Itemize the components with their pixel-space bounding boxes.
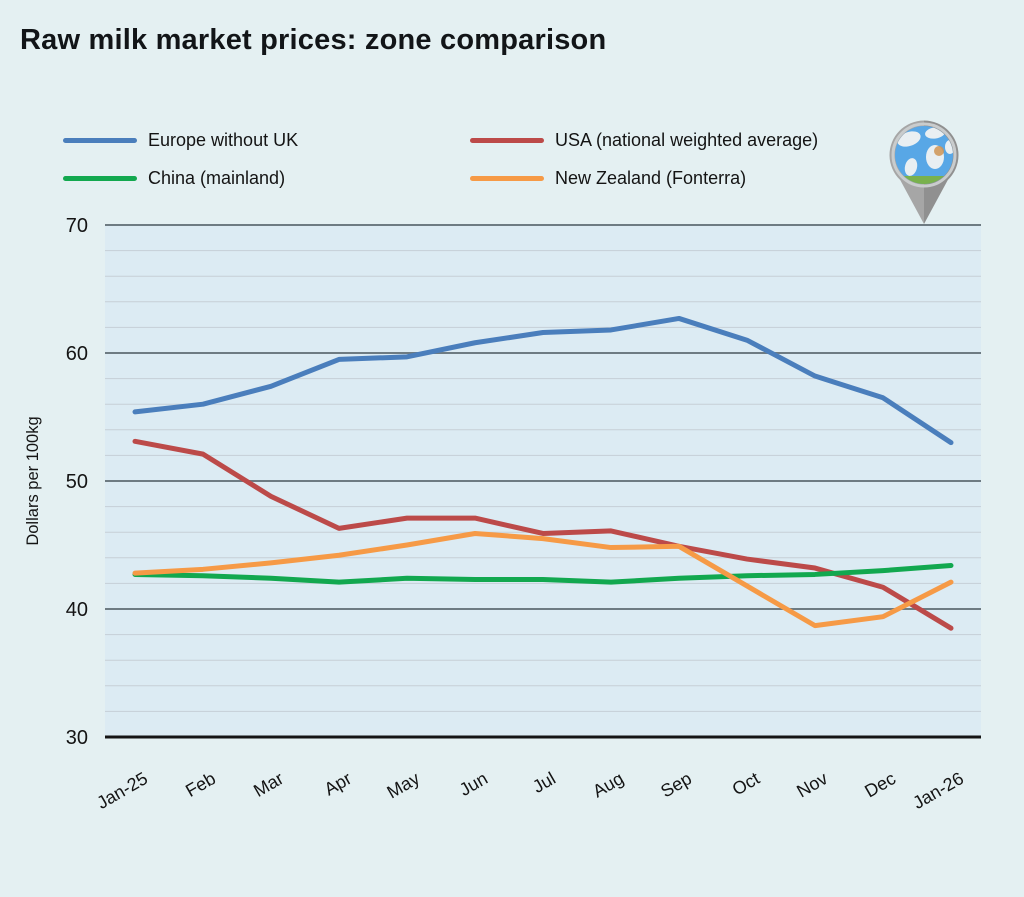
- legend-swatch-europe: [63, 137, 137, 143]
- legend-swatch-usa: [470, 137, 544, 143]
- legend-swatch-new-zealand: [470, 175, 544, 181]
- legend-label-europe: Europe without UK: [148, 129, 299, 150]
- globe-pin-icon: [889, 120, 959, 224]
- x-tick-label: May: [384, 768, 423, 802]
- x-tick-label: Apr: [321, 768, 355, 799]
- x-tick-label: Nov: [793, 768, 831, 801]
- x-tick-label: Oct: [729, 768, 763, 799]
- legend-label-usa: USA (national weighted average): [555, 129, 819, 150]
- series-line-china-mainland: [132, 562, 954, 585]
- y-tick-label: 60: [66, 343, 88, 365]
- series-line-europe-without-uk: [132, 315, 954, 446]
- legend-label-new-zealand: New Zealand (Fonterra): [555, 167, 747, 188]
- legend-swatch-china: [63, 175, 137, 181]
- x-tick-label: Mar: [250, 768, 287, 801]
- legend-item-usa: USA (national weighted average): [470, 130, 818, 150]
- y-axis-title: Dollars per 100kg: [24, 416, 42, 545]
- y-tick-label: 40: [66, 599, 88, 621]
- x-tick-label: Jan-25: [93, 768, 151, 813]
- legend-item-new-zealand: New Zealand (Fonterra): [470, 168, 746, 188]
- page-title: Raw milk market prices: zone comparison: [20, 24, 607, 56]
- legend-item-europe: Europe without UK: [63, 130, 298, 150]
- x-tick-label: Jul: [529, 768, 559, 797]
- series-line-usa-national-weighted-average: [132, 438, 954, 631]
- y-tick-label: 70: [66, 215, 88, 237]
- legend-item-china: China (mainland): [63, 168, 285, 188]
- y-tick-label: 30: [66, 727, 88, 749]
- x-tick-label: Jan-26: [909, 768, 967, 813]
- x-tick-label: Dec: [861, 768, 899, 801]
- series-line-new-zealand-fonterra: [132, 530, 954, 629]
- legend-label-china: China (mainland): [148, 167, 286, 188]
- x-tick-label: Feb: [182, 768, 219, 801]
- x-tick-label: Sep: [657, 768, 695, 801]
- y-tick-label: 50: [66, 471, 88, 493]
- x-tick-label: Aug: [589, 768, 627, 801]
- x-tick-label: Jun: [456, 768, 491, 800]
